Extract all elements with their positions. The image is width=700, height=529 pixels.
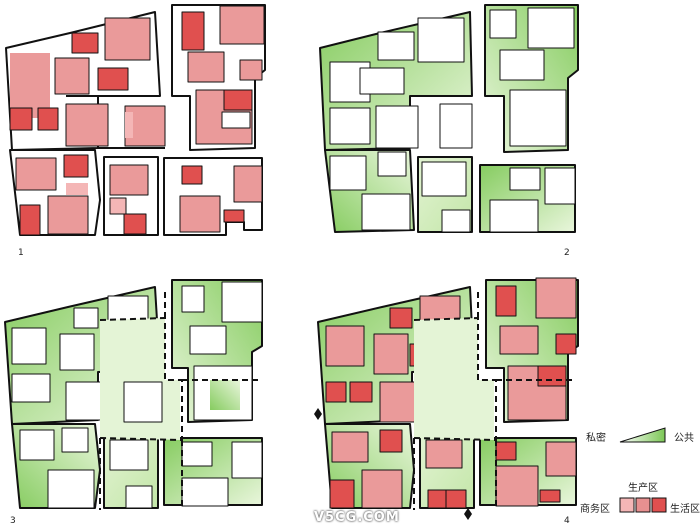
legend-business-label: 商务区 — [580, 504, 610, 515]
panel-3-public-paths — [4, 279, 263, 510]
legend — [619, 427, 667, 513]
panel-label-4: 4 — [564, 516, 570, 526]
legend-swatch-mid — [635, 497, 651, 513]
watermark-text: V5CG.COM — [314, 510, 400, 525]
panel-1-functions — [5, 4, 266, 236]
legend-production-label: 生产区 — [628, 483, 658, 494]
legend-living-label: 生活区 — [670, 504, 700, 515]
panel-label-3: 3 — [10, 516, 16, 526]
legend-swatch-dark — [651, 497, 667, 513]
legend-public-label: 公共 — [674, 433, 694, 444]
panel-label-2: 2 — [564, 248, 570, 258]
panel-label-1: 1 — [18, 248, 24, 258]
legend-swatch-light — [619, 497, 635, 513]
panel-4-combined — [314, 277, 579, 520]
legend-gradient-swatch — [619, 427, 666, 443]
legend-private-label: 私密 — [586, 433, 606, 444]
panel-2-privacy — [319, 4, 579, 233]
